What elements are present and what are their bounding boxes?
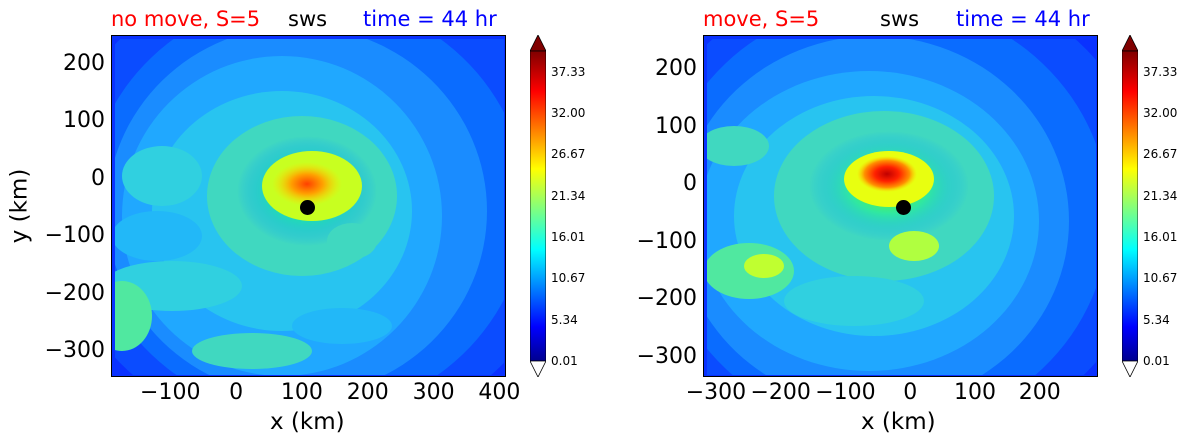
x-tick-label: 200 bbox=[1018, 380, 1061, 405]
colorbar-tick-label: 5.34 bbox=[1143, 312, 1170, 327]
y-tick-label: 0 bbox=[683, 171, 697, 197]
colorbar-tick-label: 0.01 bbox=[551, 354, 578, 368]
y-tick-label: −300 bbox=[44, 338, 105, 364]
chart-title-left: move, S=5 bbox=[703, 7, 820, 31]
x-tick-label: −300 bbox=[685, 380, 747, 405]
x-tick-label: 100 bbox=[280, 380, 323, 405]
x-tick-label: 400 bbox=[478, 380, 521, 405]
y-tick-label: −300 bbox=[636, 343, 697, 369]
colorbar-scale bbox=[1122, 35, 1138, 377]
colorbar-tick-label: 32.00 bbox=[551, 106, 586, 120]
chart-title-center: sws bbox=[288, 7, 328, 31]
x-axis-label: x (km) bbox=[861, 409, 936, 435]
x-tick-label: 0 bbox=[903, 380, 918, 405]
colorbar-tick-label: 32.00 bbox=[1143, 106, 1178, 120]
colorbar-scale bbox=[530, 35, 546, 377]
colorbar-tick-label: 0.01 bbox=[1143, 354, 1170, 368]
y-tick-label: −100 bbox=[44, 223, 105, 249]
heatmap-plot-area bbox=[703, 35, 1098, 377]
x-tick-label: −100 bbox=[140, 380, 201, 405]
y-tick-label: 100 bbox=[63, 108, 105, 134]
colorbar-tick-label: 37.33 bbox=[551, 64, 586, 79]
colorbar-tick-label: 21.34 bbox=[551, 188, 586, 203]
storm-center-marker bbox=[300, 199, 316, 215]
y-tick-label: 0 bbox=[91, 165, 105, 191]
y-tick-label: 200 bbox=[655, 56, 697, 82]
colorbar-tick-label: 10.67 bbox=[551, 271, 586, 286]
storm-center-marker bbox=[895, 199, 911, 215]
chart-title-left: no move, S=5 bbox=[111, 7, 261, 31]
colorbar-tick-label: 26.67 bbox=[1143, 147, 1178, 162]
colorbar-tick-label: 10.67 bbox=[1143, 271, 1178, 286]
colorbar-tick-label: 5.34 bbox=[551, 312, 578, 327]
chart-title-right: time = 44 hr bbox=[363, 7, 497, 31]
x-axis-label: x (km) bbox=[270, 409, 345, 435]
colorbar-tick-label: 37.33 bbox=[1143, 64, 1178, 79]
x-tick-label: 300 bbox=[412, 380, 455, 405]
y-tick-label: −200 bbox=[44, 280, 105, 306]
x-tick-label: 100 bbox=[953, 380, 996, 405]
x-tick-label: −100 bbox=[815, 380, 876, 405]
x-tick-label: −200 bbox=[750, 380, 811, 405]
colorbar-tick-label: 26.67 bbox=[551, 147, 586, 162]
x-tick-label: 200 bbox=[346, 380, 389, 405]
y-axis-label: y (km) bbox=[6, 168, 33, 244]
heatmap-plot-area bbox=[111, 35, 506, 377]
colorbar-tick-label: 21.34 bbox=[1143, 188, 1178, 203]
y-tick-label: 200 bbox=[63, 50, 105, 76]
colorbar-tick-label: 16.01 bbox=[1143, 229, 1178, 244]
x-tick-label: 0 bbox=[229, 380, 244, 405]
chart-title-right: time = 44 hr bbox=[956, 7, 1090, 31]
colorbar-tick-label: 16.01 bbox=[551, 229, 586, 244]
colorbar bbox=[1122, 35, 1138, 377]
y-tick-label: 100 bbox=[655, 113, 697, 139]
y-tick-label: −100 bbox=[636, 228, 697, 254]
y-tick-label: −200 bbox=[636, 286, 697, 312]
chart-title-center: sws bbox=[880, 7, 920, 31]
colorbar bbox=[530, 35, 546, 377]
